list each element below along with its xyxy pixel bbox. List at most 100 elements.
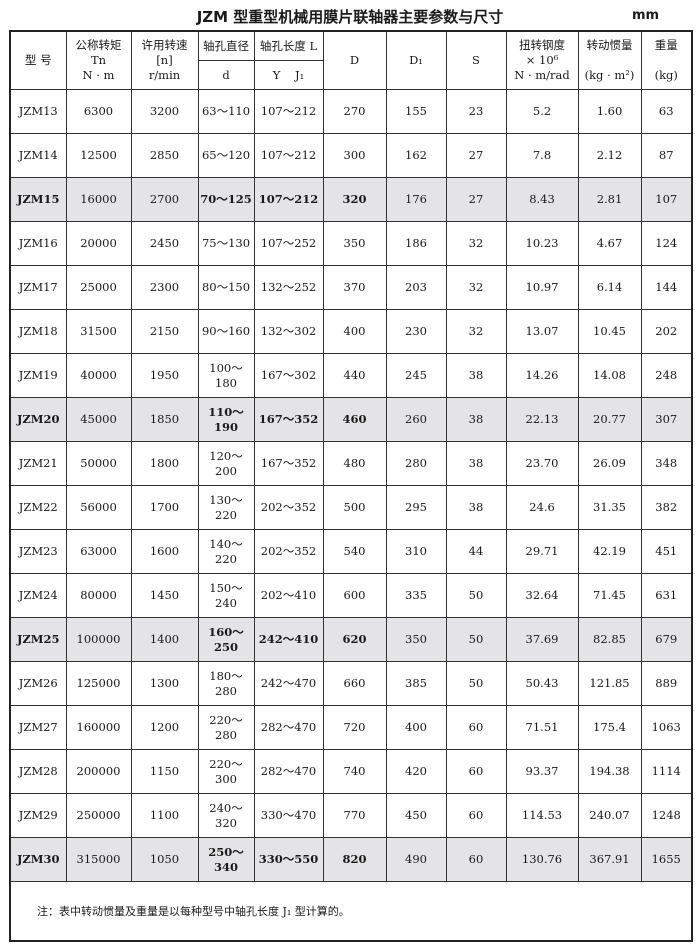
cell-d1: 310 bbox=[385, 529, 447, 574]
cell-model: JZM30 bbox=[9, 837, 67, 882]
table-row: JZM23 63000 1600 140～220 202～352 540 310 44 29.7… bbox=[9, 529, 693, 574]
table-row: JZM24 80000 1450 150～240 202～410 600 335 50 32.6… bbox=[9, 573, 693, 618]
cell-model: JZM13 bbox=[9, 89, 67, 134]
cell-d: 440 bbox=[322, 353, 387, 398]
cell-stiffness: 13.07 bbox=[505, 309, 579, 354]
cell-inertia: 194.38 bbox=[577, 749, 642, 794]
header-bore-diameter: 轴孔直径 bbox=[197, 30, 255, 61]
cell-model: JZM14 bbox=[9, 133, 67, 178]
cell-d: 660 bbox=[322, 661, 387, 706]
page-title: JZM 型重型机械用膜片联轴器主要参数与尺寸 bbox=[196, 8, 504, 26]
cell-s: 38 bbox=[445, 485, 507, 530]
cell-stiffness: 8.43 bbox=[505, 177, 579, 222]
cell-inertia: 4.67 bbox=[577, 221, 642, 266]
header-weight: 重量 (kg) bbox=[640, 30, 693, 90]
cell-model: JZM23 bbox=[9, 529, 67, 574]
cell-inertia: 240.07 bbox=[577, 793, 642, 838]
cell-weight: 144 bbox=[640, 265, 693, 310]
cell-s: 60 bbox=[445, 837, 507, 882]
cell-d: 480 bbox=[322, 441, 387, 486]
cell-speed: 1850 bbox=[130, 397, 199, 442]
cell-stiffness: 24.6 bbox=[505, 485, 579, 530]
cell-d1: 420 bbox=[385, 749, 447, 794]
header-torque-line: N · m bbox=[82, 68, 115, 82]
cell-l: 107～212 bbox=[253, 133, 324, 178]
header-speed-line: [n] bbox=[156, 53, 173, 67]
cell-speed: 1050 bbox=[130, 837, 199, 882]
cell-stiffness: 93.37 bbox=[505, 749, 579, 794]
cell-l: 202～352 bbox=[253, 529, 324, 574]
header-weight-line: 重量 bbox=[654, 38, 678, 52]
cell-model: JZM19 bbox=[9, 353, 67, 398]
cell-inertia: 175.4 bbox=[577, 705, 642, 750]
cell-d1: 186 bbox=[385, 221, 447, 266]
table-row: JZM21 50000 1800 120～200 167～352 480 280 38 23.7… bbox=[9, 441, 693, 486]
cell-weight: 124 bbox=[640, 221, 693, 266]
cell-inertia: 121.85 bbox=[577, 661, 642, 706]
table-row: JZM17 25000 2300 80～150 132～252 370 203 32 10.97… bbox=[9, 265, 693, 310]
cell-speed: 1700 bbox=[130, 485, 199, 530]
cell-d: 270 bbox=[322, 89, 387, 134]
cell-model: JZM26 bbox=[9, 661, 67, 706]
header-speed-line: 许用转速 bbox=[141, 38, 188, 52]
cell-d: 460 bbox=[322, 397, 387, 442]
cell-d: 600 bbox=[322, 573, 387, 618]
cell-speed: 1800 bbox=[130, 441, 199, 486]
cell-d1: 385 bbox=[385, 661, 447, 706]
cell-weight: 63 bbox=[640, 89, 693, 134]
cell-l: 107～212 bbox=[253, 177, 324, 222]
cell-weight: 679 bbox=[640, 617, 693, 662]
cell-d1: 490 bbox=[385, 837, 447, 882]
table-note: 注：表中转动惯量及重量是以每种型号中轴孔长度 J₁ 型计算的。 bbox=[9, 881, 693, 942]
cell-s: 27 bbox=[445, 133, 507, 178]
cell-d1: 400 bbox=[385, 705, 447, 750]
cell-inertia: 20.77 bbox=[577, 397, 642, 442]
cell-d: 820 bbox=[322, 837, 387, 882]
cell-stiffness: 7.8 bbox=[505, 133, 579, 178]
cell-torque: 80000 bbox=[65, 573, 132, 618]
cell-d: 110～190 bbox=[197, 397, 255, 442]
table-row: JZM15 16000 2700 70～125 107～212 320 176 27 8.43 2… bbox=[9, 177, 693, 222]
cell-d1: 350 bbox=[385, 617, 447, 662]
cell-inertia: 10.45 bbox=[577, 309, 642, 354]
header-bore-diameter-sub: d bbox=[197, 60, 255, 90]
header-speed: 许用转速 [n] r/min bbox=[130, 30, 199, 90]
cell-torque: 50000 bbox=[65, 441, 132, 486]
cell-s: 50 bbox=[445, 661, 507, 706]
cell-d: 70～125 bbox=[197, 177, 255, 222]
cell-d: 160～250 bbox=[197, 617, 255, 662]
cell-s: 38 bbox=[445, 441, 507, 486]
cell-s: 38 bbox=[445, 353, 507, 398]
cell-speed: 1400 bbox=[130, 617, 199, 662]
cell-weight: 348 bbox=[640, 441, 693, 486]
cell-weight: 87 bbox=[640, 133, 693, 178]
cell-speed: 2700 bbox=[130, 177, 199, 222]
cell-stiffness: 29.71 bbox=[505, 529, 579, 574]
cell-inertia: 367.91 bbox=[577, 837, 642, 882]
cell-inertia: 2.81 bbox=[577, 177, 642, 222]
table-footer: 注：表中转动惯量及重量是以每种型号中轴孔长度 J₁ 型计算的。 bbox=[9, 881, 693, 942]
cell-l: 107～212 bbox=[253, 89, 324, 134]
cell-s: 60 bbox=[445, 749, 507, 794]
cell-s: 27 bbox=[445, 177, 507, 222]
header-torque-line: Tn bbox=[90, 53, 107, 67]
cell-weight: 1114 bbox=[640, 749, 693, 794]
header-D1: D₁ bbox=[385, 30, 447, 90]
cell-l: 242～410 bbox=[253, 617, 324, 662]
cell-d: 65～120 bbox=[197, 133, 255, 178]
cell-d: 540 bbox=[322, 529, 387, 574]
cell-d: 120～200 bbox=[197, 441, 255, 486]
cell-stiffness: 14.26 bbox=[505, 353, 579, 398]
cell-d: 130～220 bbox=[197, 485, 255, 530]
cell-stiffness: 23.70 bbox=[505, 441, 579, 486]
cell-stiffness: 10.97 bbox=[505, 265, 579, 310]
cell-l: 167～302 bbox=[253, 353, 324, 398]
cell-inertia: 42.19 bbox=[577, 529, 642, 574]
table-row: JZM20 45000 1850 110～190 167～352 460 260 38 22.1… bbox=[9, 397, 693, 442]
cell-inertia: 82.85 bbox=[577, 617, 642, 662]
header-weight-line: (kg) bbox=[654, 68, 678, 82]
cell-inertia: 14.08 bbox=[577, 353, 642, 398]
cell-s: 32 bbox=[445, 309, 507, 354]
cell-d: 220～300 bbox=[197, 749, 255, 794]
header-model: 型 号 bbox=[9, 30, 67, 90]
